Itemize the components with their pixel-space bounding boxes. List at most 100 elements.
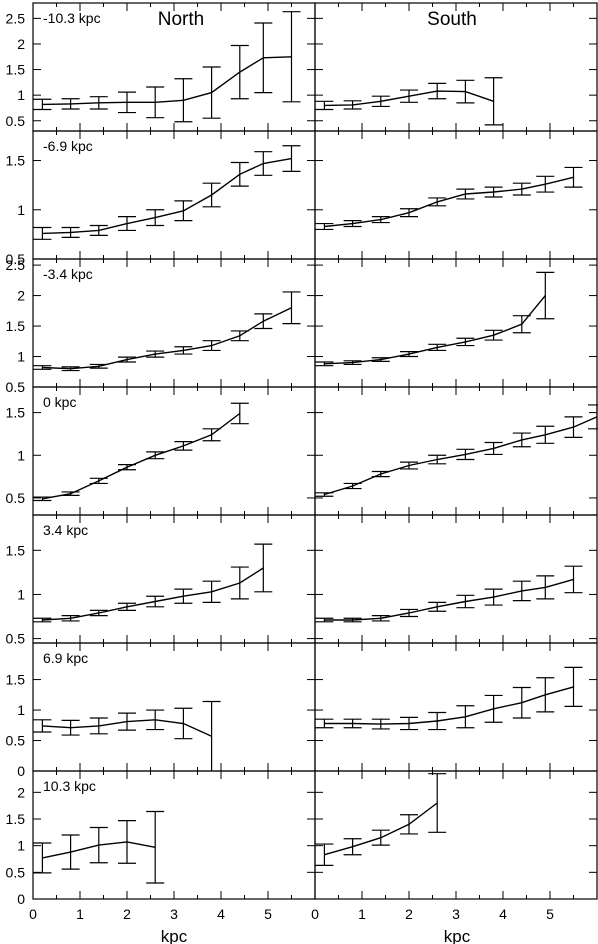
row-label-1: -10.3 kpc [43, 10, 101, 26]
ytick-label-row-1-2: 1.5 [6, 62, 26, 78]
panel-row-4-north-point-2 [61, 491, 80, 496]
panel-row-5-north-point-7 [202, 580, 221, 603]
panel-row-5-south-point-5 [428, 601, 447, 612]
panel-row-2-south-point-9 [536, 175, 555, 193]
panel-row-2-north-point-10 [282, 145, 301, 172]
panel-row-6-south-point-10 [564, 666, 583, 707]
panel-row-5-north-point-2 [61, 615, 80, 622]
panel-row-4-south-point-11 [588, 404, 598, 430]
panel-row-3-north-point-4 [118, 356, 136, 363]
panel-row-4-south-point-6 [456, 448, 475, 461]
ytick-label-row-6-2: 1 [17, 702, 25, 718]
panel-row-1-south-point-6 [456, 79, 475, 104]
xtick-label-south-2: 2 [405, 906, 413, 922]
panel-row-5-south-frame [314, 514, 598, 644]
panel-row-2-south-frame [314, 130, 598, 260]
xtick-label-north-1: 1 [76, 906, 84, 922]
panel-row-6-north-point-3 [89, 717, 108, 735]
ytick-label-row-4-2: 1.5 [6, 405, 26, 421]
panel-row-6-north-point-7 [202, 700, 221, 771]
ytick-label-row-5-1: 1 [17, 586, 25, 602]
panel-row-7-south-point-2 [343, 838, 362, 856]
ytick-label-row-4-1: 1 [17, 447, 25, 463]
panel-row-7-north-point-4 [118, 819, 136, 864]
xtick-label-south-4: 4 [499, 906, 507, 922]
labels-layer: North South kpc kpc 0.5 1 1.5 2 2.5 -10.3 kpc… [6, 9, 555, 944]
ytick-label-row-3-4: 2.5 [6, 257, 26, 273]
panel-row-7-south-point-5 [428, 773, 447, 833]
panel-row-5-south-point-4 [400, 608, 418, 618]
ytick-label-row-7-2: 1 [17, 838, 25, 854]
ytick-label-row-6-1: 0.5 [6, 733, 26, 749]
ytick-label-row-1-3: 2 [17, 36, 25, 52]
panel-row-5-north-point-8 [230, 566, 249, 600]
ytick-label-row-7-1: 0.5 [6, 864, 26, 880]
panel-row-4-south-point-3 [371, 470, 390, 478]
panel-row-1-north-point-1 [33, 98, 52, 111]
panel-row-5-north-point-5 [146, 595, 165, 608]
panel-row-2-north-series-line [42, 157, 292, 235]
panel-row-3-south-point-2 [343, 360, 362, 366]
panel-row-6-south-point-2 [343, 718, 362, 729]
panel-row-6-south-frame [314, 642, 598, 772]
column-title-south: South [427, 9, 477, 30]
panel-row-2-south-point-3 [371, 216, 390, 224]
panel-row-5-north-point-4 [118, 602, 136, 611]
panel-row-2-north-point-8 [230, 161, 249, 187]
xtick-label-south-1: 1 [358, 906, 366, 922]
panel-row-7-south-point-3 [371, 829, 390, 846]
panel-row-5-south-point-10 [564, 565, 583, 594]
panel-row-3-north-point-9 [254, 313, 273, 330]
panel-row-3-north-point-8 [230, 330, 249, 342]
panel-row-3-north-series-line [42, 307, 292, 370]
panel-row-1-south-point-4 [400, 89, 418, 103]
panel-row-7-north-point-1 [33, 842, 52, 874]
xtick-label-north-3: 3 [170, 906, 178, 922]
panel-row-3-north-point-1 [33, 365, 52, 370]
xtick-label-north-0: 0 [29, 906, 37, 922]
xtick-label-south-0: 0 [311, 906, 319, 922]
panel-row-1-north-point-10 [282, 11, 301, 103]
ytick-label-row-2-1: 1 [17, 202, 25, 218]
panel-row-6-south-point-7 [484, 694, 503, 723]
panel-row-1-north-point-8 [230, 44, 249, 100]
panel-row-4-south-point-5 [428, 454, 447, 465]
panel-row-1-south-point-7 [484, 77, 503, 126]
panel-row-3-north-point-7 [202, 340, 221, 352]
ytick-label-row-6-3: 1.5 [6, 672, 26, 688]
panel-row-4-north-series-line [42, 412, 241, 500]
panel-row-6-south-point-4 [400, 716, 418, 731]
panel-row-4-north-point-4 [118, 464, 136, 471]
panel-row-1-north-point-9 [254, 22, 273, 94]
ytick-label-row-5-0: 0.5 [6, 631, 26, 647]
panel-row-1-north-point-2 [61, 98, 80, 110]
panel-row-6-south-point-8 [512, 686, 531, 719]
panel-row-3-north-point-6 [174, 346, 193, 355]
panel-row-3-south-point-6 [456, 337, 475, 347]
panel-row-2-north-point-3 [89, 224, 108, 236]
panel-row-3-south-point-7 [484, 329, 503, 341]
panel-row-2-north-point-1 [33, 226, 52, 240]
panel-row-4-south-point-10 [564, 416, 583, 438]
panel-row-7-south-frame [314, 770, 598, 900]
panel-row-4-south-point-9 [536, 425, 555, 444]
panel-row-2-north-point-6 [174, 200, 193, 222]
row-label-2: -6.9 kpc [43, 138, 93, 154]
row-label-7: 10.3 kpc [43, 778, 96, 794]
panel-row-3-south-point-3 [371, 357, 390, 362]
row-label-5: 3.4 kpc [43, 522, 88, 538]
panel-row-6-south-series-line [324, 686, 574, 725]
panel-row-6-north-point-6 [174, 707, 193, 740]
panel-row-5-north-point-3 [89, 609, 108, 617]
panel-row-5-south-point-2 [343, 617, 362, 623]
column-title-north: North [158, 9, 204, 30]
ytick-label-row-5-2: 1.5 [6, 542, 26, 558]
panel-row-5-south-point-1 [315, 617, 334, 623]
panel-row-2-north-point-9 [254, 151, 273, 176]
panel-row-3-north-point-5 [146, 350, 165, 358]
panel-row-5-south-point-9 [536, 575, 555, 600]
panel-row-3-north-point-3 [89, 363, 108, 369]
panel-row-2-south-series-line [324, 176, 574, 228]
panel-row-6-south-point-6 [456, 705, 475, 729]
panel-row-3-south-frame [314, 258, 598, 388]
